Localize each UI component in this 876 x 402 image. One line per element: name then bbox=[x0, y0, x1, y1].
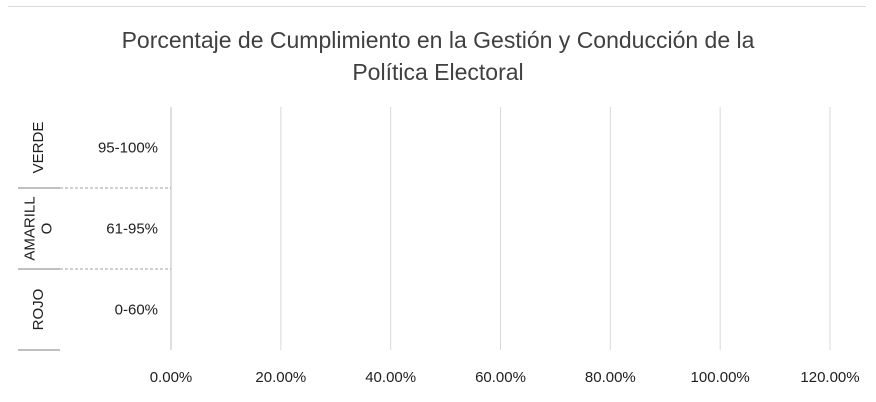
category-label: 61-95% bbox=[106, 221, 158, 238]
category-group-label: ROJO bbox=[30, 289, 47, 331]
x-tick-label: 0.00% bbox=[150, 369, 193, 386]
category-group-label-line: AMARILL bbox=[22, 196, 39, 260]
gridlines bbox=[280, 107, 831, 350]
category-labels: VERDE 95-100% AMARILL O 61-95% ROJO 0-60% bbox=[22, 122, 159, 331]
category-group-label-line: O bbox=[39, 223, 56, 235]
x-tick-label: 120.00% bbox=[800, 369, 859, 386]
chart-frame bbox=[8, 6, 866, 395]
chart-title: Porcentaje de Cumplimiento en la Gestión… bbox=[0, 24, 876, 88]
category-group-label: AMARILL O bbox=[22, 196, 56, 260]
x-tick-label: 60.00% bbox=[475, 369, 526, 386]
category-group-label: VERDE bbox=[30, 122, 47, 174]
chart-title-line-1: Porcentaje de Cumplimiento en la Gestión… bbox=[121, 27, 755, 53]
category-group-label-line: VERDE bbox=[30, 122, 47, 174]
category-label: 95-100% bbox=[98, 140, 158, 157]
x-tick-label: 40.00% bbox=[365, 369, 416, 386]
x-tick-label: 80.00% bbox=[585, 369, 636, 386]
x-tick-labels: 0.00% 20.00% 40.00% 60.00% 80.00% 100.00% 120.… bbox=[150, 369, 860, 386]
category-group-label-line: ROJO bbox=[30, 289, 47, 331]
chart-title-line-2: Política Electoral bbox=[352, 59, 524, 85]
axes bbox=[18, 107, 172, 351]
x-tick-label: 100.00% bbox=[691, 369, 750, 386]
x-tick-label: 20.00% bbox=[255, 369, 306, 386]
category-label: 0-60% bbox=[115, 302, 158, 319]
